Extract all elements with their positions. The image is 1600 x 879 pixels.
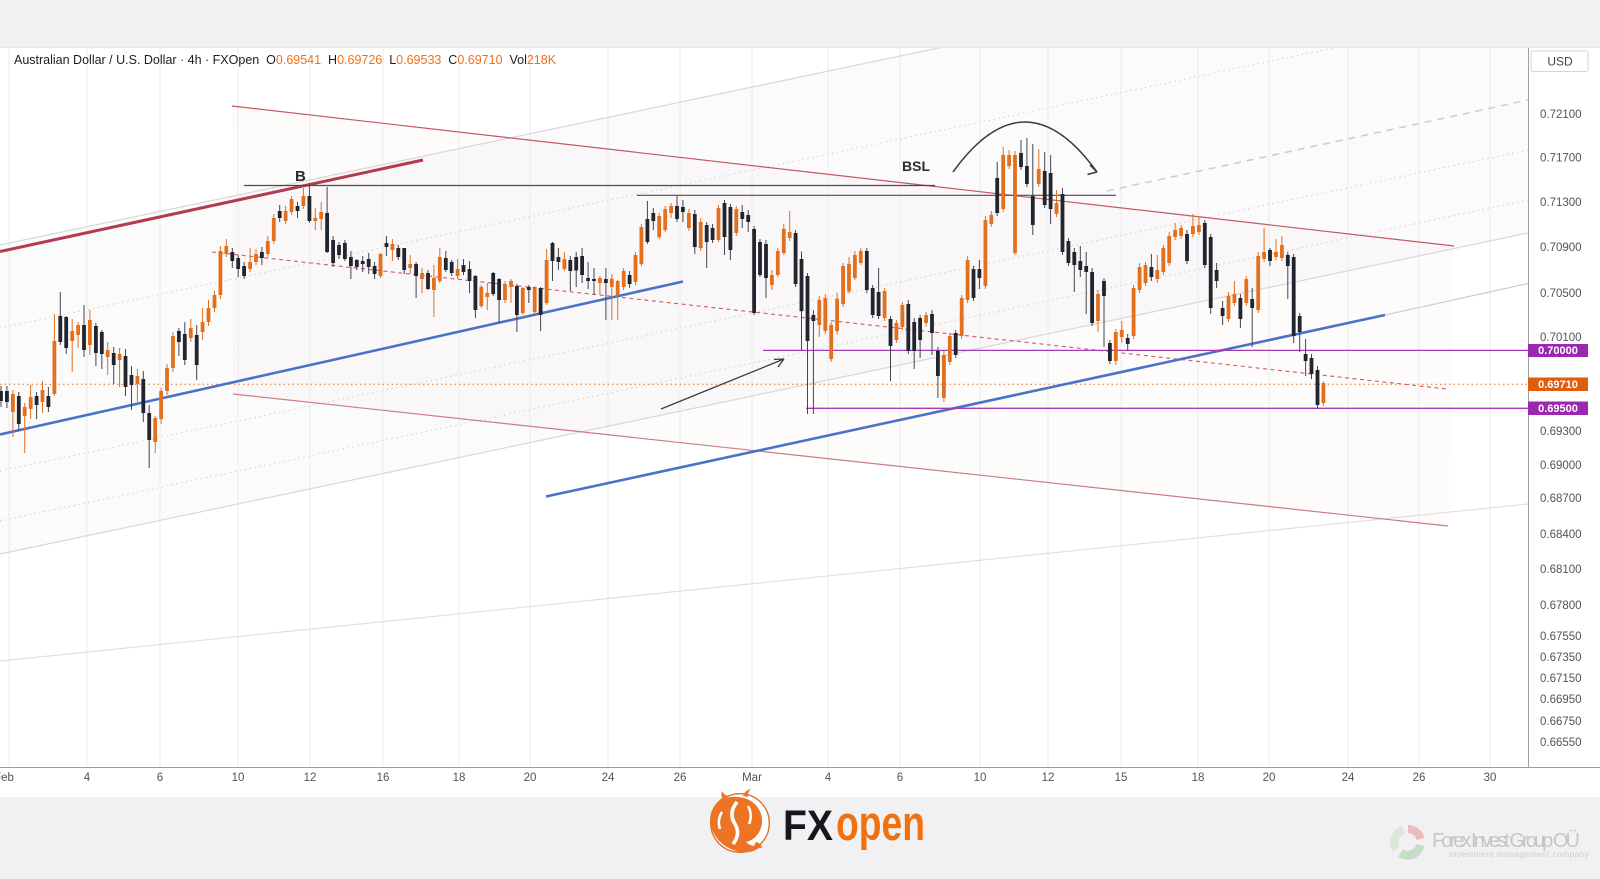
svg-text:0.71700: 0.71700: [1540, 153, 1582, 165]
svg-text:0.71300: 0.71300: [1540, 197, 1582, 209]
svg-text:16: 16: [377, 772, 390, 784]
svg-text:0.67350: 0.67350: [1540, 652, 1582, 664]
svg-text:BSL: BSL: [902, 158, 930, 174]
svg-text:0.66950: 0.66950: [1540, 694, 1582, 706]
svg-text:0.70000: 0.70000: [1538, 345, 1578, 357]
svg-text:0.70900: 0.70900: [1540, 242, 1582, 254]
svg-text:18: 18: [1192, 772, 1205, 784]
svg-text:4: 4: [825, 772, 832, 784]
svg-text:0.69500: 0.69500: [1538, 403, 1578, 415]
svg-text:0.68700: 0.68700: [1540, 493, 1582, 505]
svg-text:0.69710: 0.69710: [1538, 379, 1578, 391]
svg-text:open: open: [836, 797, 925, 851]
svg-text:Australian Dollar / U.S. Dolla: Australian Dollar / U.S. Dollar · 4h · F…: [14, 53, 557, 67]
svg-text:15: 15: [1115, 772, 1128, 784]
svg-text:24: 24: [1342, 772, 1355, 784]
svg-text:10: 10: [232, 772, 245, 784]
svg-text:0.70500: 0.70500: [1540, 288, 1582, 300]
svg-text:20: 20: [524, 772, 537, 784]
svg-text:FX: FX: [783, 803, 833, 850]
svg-text:12: 12: [1042, 772, 1055, 784]
svg-text:20: 20: [1263, 772, 1276, 784]
svg-text:24: 24: [602, 772, 615, 784]
svg-text:0.66750: 0.66750: [1540, 716, 1582, 728]
svg-text:Investment management company: Investment management company: [1449, 849, 1590, 859]
svg-text:6: 6: [157, 772, 163, 784]
svg-text:B: B: [295, 168, 306, 185]
svg-text:0.68400: 0.68400: [1540, 529, 1582, 541]
svg-text:0.66550: 0.66550: [1540, 737, 1582, 749]
svg-text:0.67150: 0.67150: [1540, 673, 1582, 685]
svg-text:0.69300: 0.69300: [1540, 426, 1582, 438]
svg-text:18: 18: [453, 772, 466, 784]
svg-text:0.68100: 0.68100: [1540, 564, 1582, 576]
svg-text:0.70100: 0.70100: [1540, 332, 1582, 344]
svg-text:0.67800: 0.67800: [1540, 600, 1582, 612]
svg-text:12: 12: [304, 772, 317, 784]
svg-text:26: 26: [1413, 772, 1426, 784]
svg-text:Mar: Mar: [742, 772, 762, 784]
svg-text:4: 4: [84, 772, 91, 784]
svg-text:Feb: Feb: [0, 772, 14, 784]
svg-text:USD: USD: [1547, 55, 1573, 69]
svg-text:26: 26: [674, 772, 687, 784]
svg-text:30: 30: [1484, 772, 1497, 784]
svg-text:Forex Invest Group OÜ: Forex Invest Group OÜ: [1432, 830, 1580, 852]
svg-text:0.72100: 0.72100: [1540, 109, 1582, 121]
svg-text:0.67550: 0.67550: [1540, 631, 1582, 643]
svg-text:0.69000: 0.69000: [1540, 460, 1582, 472]
svg-text:10: 10: [974, 772, 987, 784]
svg-text:6: 6: [897, 772, 903, 784]
